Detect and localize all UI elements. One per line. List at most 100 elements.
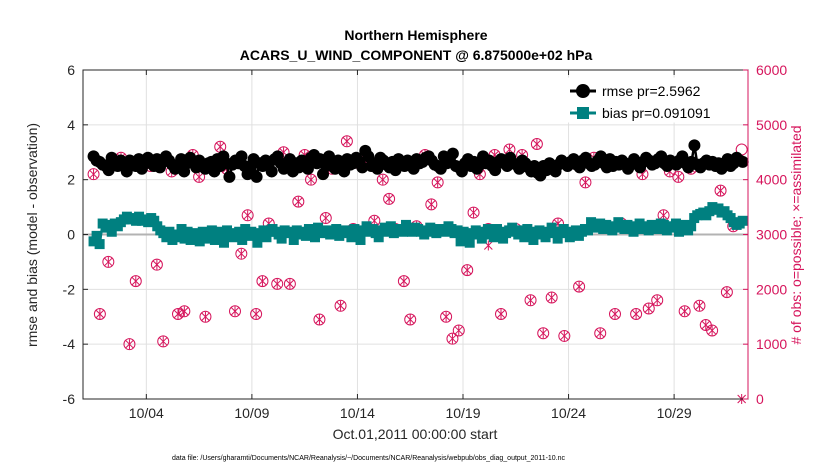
bias-point xyxy=(176,224,187,235)
bias-point xyxy=(276,233,287,244)
obs-possible-point xyxy=(452,324,465,337)
obs-assimilated-point xyxy=(496,309,506,320)
bias-point xyxy=(525,228,536,239)
obs-possible-point xyxy=(642,302,655,315)
obs-assimilated-point xyxy=(426,199,436,210)
obs-assimilated-point xyxy=(701,319,711,330)
bias-point xyxy=(658,219,669,230)
obs-assimilated-point xyxy=(131,276,141,287)
obs-possible-point xyxy=(446,332,459,345)
obs-assimilated-point xyxy=(574,281,584,292)
obs-possible-point xyxy=(545,291,558,304)
obs-assimilated-point xyxy=(526,295,535,306)
bias-point xyxy=(452,225,463,236)
obs-possible-point xyxy=(678,305,691,318)
obs-assimilated-point xyxy=(89,169,98,180)
bias-point xyxy=(397,226,408,237)
rmse-series-layer xyxy=(87,139,749,183)
bias-point xyxy=(595,218,606,229)
bias-point xyxy=(237,234,248,245)
legend-box xyxy=(563,77,741,123)
bias-point xyxy=(737,215,748,226)
right-y-tick-label-1: 1000 xyxy=(756,336,787,352)
bias-point xyxy=(167,234,178,245)
obs-assimilated-point xyxy=(405,314,415,325)
bias-point xyxy=(461,229,472,240)
obs-assimilated-point xyxy=(532,139,542,150)
obs-assimilated-point xyxy=(179,306,189,317)
obs-possible-point xyxy=(340,135,353,148)
x-axis-label: Oct.01,2011 00:00:00 start xyxy=(333,426,498,442)
bias-point xyxy=(261,232,272,243)
obs-assimilated-point xyxy=(631,309,641,320)
obs-assimilated-point xyxy=(251,309,261,320)
obs-possible-point xyxy=(495,308,507,321)
right-y-axis-label: # of obs: o=possible; ×=assimilated xyxy=(788,125,804,344)
obs-assimilated-point xyxy=(652,295,662,306)
obs-assimilated-point xyxy=(610,309,620,320)
bias-point xyxy=(540,232,551,243)
obs-possible-point xyxy=(172,308,184,321)
bias-point xyxy=(179,233,190,244)
obs-assimilated-point xyxy=(321,213,331,224)
obs-possible-point xyxy=(425,198,438,211)
bias-point xyxy=(197,226,208,237)
rmse-point xyxy=(223,170,236,183)
bias-point xyxy=(373,232,384,243)
bias-point xyxy=(401,219,412,230)
bias-point xyxy=(476,233,487,244)
obs-possible-point xyxy=(157,335,170,348)
bias-point xyxy=(498,233,509,244)
bias-point xyxy=(482,224,493,235)
obs-assimilated-point xyxy=(673,171,683,182)
obs-assimilated-point xyxy=(125,339,134,350)
bias-point xyxy=(288,234,299,245)
bias-point xyxy=(361,221,372,232)
bias-point xyxy=(464,237,475,248)
bias-point xyxy=(546,222,557,233)
obs-assimilated-point xyxy=(201,311,210,322)
obs-possible-point xyxy=(334,299,347,312)
obs-possible-point xyxy=(383,192,396,205)
obs-assimilated-point xyxy=(306,174,316,185)
bias-point xyxy=(382,226,393,237)
obs-assimilated-point xyxy=(173,309,183,320)
bias-point xyxy=(355,234,366,245)
x-axis: 10/04 10/09 10/14 10/19 10/24 10/29 xyxy=(129,70,692,421)
obs-possible-point xyxy=(720,286,733,299)
rmse-point xyxy=(356,161,369,174)
bias-point xyxy=(549,228,560,239)
bias-point xyxy=(185,234,196,245)
obs-assimilated-point xyxy=(695,300,704,311)
bias-point xyxy=(564,232,575,243)
obs-possible-point xyxy=(537,327,550,340)
obs-possible-point xyxy=(440,310,453,323)
bias-point xyxy=(440,226,451,237)
bias-point xyxy=(519,232,530,243)
legend-rmse-label: rmse pr=2.5962 xyxy=(602,83,701,99)
left-y-tick-label-6: 6 xyxy=(67,62,75,78)
bias-point xyxy=(212,226,223,237)
obs-possible-point xyxy=(292,195,305,208)
left-y-tick-label-4: 2 xyxy=(67,172,75,188)
legend: rmse pr=2.5962 bias pr=0.091091 xyxy=(563,77,741,123)
bias-point xyxy=(161,232,172,243)
obs-possible-point xyxy=(150,258,163,271)
right-y-tick-label-0: 0 xyxy=(756,391,764,407)
obs-assimilated-point xyxy=(707,325,717,336)
bias-point xyxy=(182,226,193,237)
bias-point xyxy=(310,232,321,243)
obs-possible-point xyxy=(93,308,106,321)
obs-possible-point xyxy=(467,206,480,219)
bias-point xyxy=(680,219,691,230)
obs-possible-point xyxy=(229,305,241,318)
bias-point xyxy=(610,222,621,233)
obs-possible-point xyxy=(609,308,621,321)
obs-possible-point xyxy=(283,277,296,290)
obs-possible-point xyxy=(305,173,317,186)
bias-point xyxy=(194,236,205,247)
bias-point xyxy=(106,226,117,237)
obs-assimilated-point xyxy=(559,330,569,341)
bias-point xyxy=(149,215,160,226)
